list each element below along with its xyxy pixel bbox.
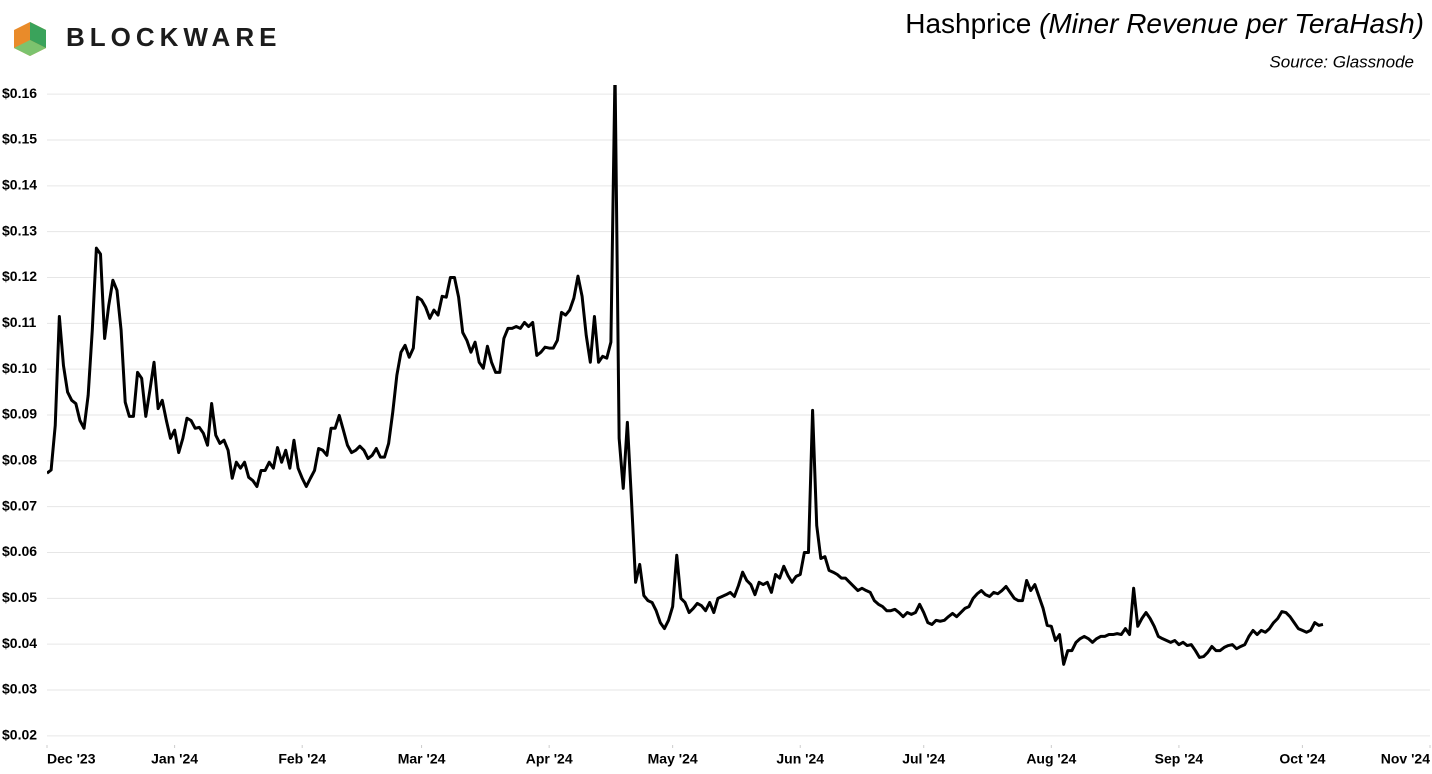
logo-icon-face <box>30 22 46 48</box>
title-italic: (Miner Revenue per TeraHash) <box>1039 8 1424 39</box>
y-tick-label: $0.14 <box>2 177 37 193</box>
brand-name: BLOCKWARE <box>66 22 281 52</box>
y-tick-label: $0.05 <box>2 589 37 605</box>
x-tick-label: Dec '23 <box>47 751 96 767</box>
logo-icon-face <box>14 40 46 56</box>
y-tick-label: $0.13 <box>2 222 37 238</box>
x-tick-label: Mar '24 <box>398 751 446 767</box>
x-tick-label: Aug '24 <box>1026 751 1076 767</box>
y-tick-label: $0.15 <box>2 131 37 147</box>
x-tick-label: Apr '24 <box>526 751 573 767</box>
y-tick-label: $0.11 <box>2 314 36 330</box>
x-tick-label: Jul '24 <box>902 751 945 767</box>
title-main: Hashprice <box>905 8 1031 39</box>
x-tick-label: Sep '24 <box>1155 751 1204 767</box>
y-tick-label: $0.10 <box>2 360 37 376</box>
y-tick-label: $0.02 <box>2 727 37 743</box>
y-tick-label: $0.12 <box>2 268 37 284</box>
y-tick-label: $0.04 <box>2 635 37 651</box>
x-tick-label: Jun '24 <box>776 751 824 767</box>
x-tick-label: Oct '24 <box>1279 751 1325 767</box>
y-tick-label: $0.03 <box>2 681 37 697</box>
source-note: Source: Glassnode <box>1269 52 1414 71</box>
chart-title: Hashprice (Miner Revenue per TeraHash) <box>905 8 1424 39</box>
y-tick-label: $0.09 <box>2 406 37 422</box>
y-tick-label: $0.08 <box>2 452 37 468</box>
x-tick-label: Feb '24 <box>278 751 326 767</box>
x-tick-label: Nov '24 <box>1381 751 1430 767</box>
y-tick-label: $0.16 <box>2 85 37 101</box>
line <box>47 85 1324 666</box>
x-tick-label: May '24 <box>648 751 698 767</box>
brand-logo: BLOCKWARE <box>14 22 281 56</box>
y-tick-label: $0.07 <box>2 497 37 513</box>
y-tick-label: $0.06 <box>2 543 37 559</box>
plot-area <box>47 85 1324 666</box>
x-tick-label: Jan '24 <box>151 751 198 767</box>
